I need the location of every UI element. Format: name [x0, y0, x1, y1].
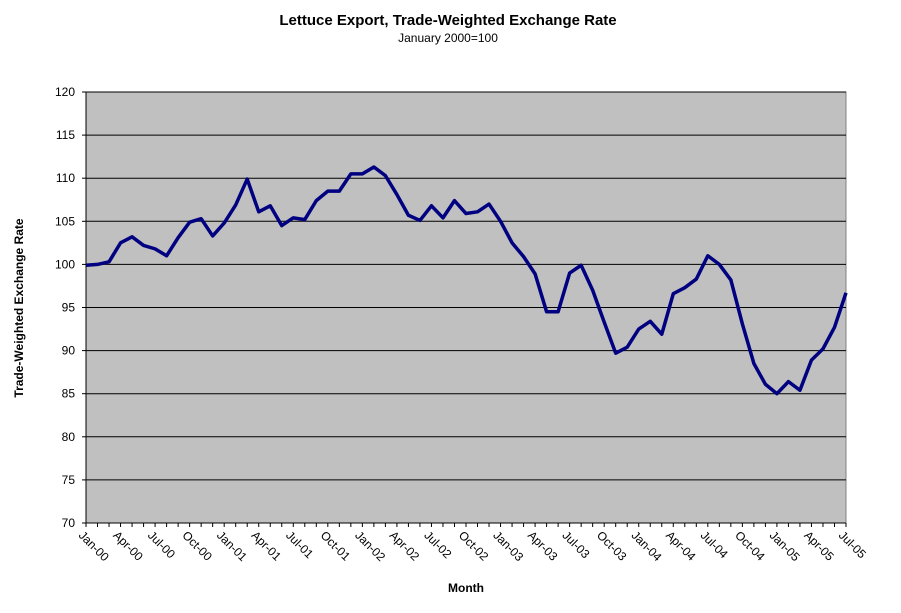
x-tick-label: Apr-02: [387, 528, 423, 564]
x-tick-label: Oct-02: [456, 528, 492, 564]
x-tick-label: Jul-02: [421, 528, 454, 561]
y-tick-label: 95: [62, 301, 76, 315]
y-tick-label: 80: [62, 430, 76, 444]
x-tick-label: Oct-04: [732, 528, 768, 564]
x-tick-label: Jul-04: [698, 528, 731, 561]
x-tick-label: Oct-00: [180, 528, 216, 564]
x-tick-label: Apr-03: [525, 528, 561, 564]
y-tick-label: 100: [55, 257, 75, 271]
y-axis-title: Trade-Weighted Exchange Rate: [12, 218, 26, 397]
y-axis: 70 75 80 85 90 95 100 105 110 115 120: [55, 85, 87, 530]
chart-title: Lettuce Export, Trade-Weighted Exchange …: [279, 12, 616, 29]
y-tick-label: 110: [56, 171, 75, 185]
x-tick-label: Jul-00: [145, 528, 178, 561]
series-layer: [85, 165, 848, 396]
y-tick-label: 85: [62, 387, 76, 401]
x-tick-label: Oct-01: [318, 528, 354, 564]
x-tick-label: Apr-00: [110, 528, 146, 564]
y-tick-label: 120: [55, 85, 75, 99]
x-tick-label: Jul-03: [560, 528, 593, 561]
x-tick-label: Jul-01: [283, 528, 316, 561]
x-tick-label: Jan-05: [767, 528, 803, 564]
x-tick-label: Jan-03: [490, 528, 526, 564]
x-axis-title: Month: [448, 581, 484, 595]
x-tick-label: Oct-03: [594, 528, 630, 564]
x-tick-label: Jan-00: [76, 528, 112, 564]
x-tick-label: Jan-01: [214, 528, 250, 564]
x-tick-label: Apr-01: [249, 528, 285, 564]
series-line: [85, 165, 848, 396]
y-tick-label: 70: [62, 516, 76, 530]
chart-subtitle: January 2000=100: [398, 31, 498, 45]
y-tick-label: 115: [56, 128, 75, 142]
x-tick-label: Apr-04: [663, 528, 699, 564]
x-tick-label: Jan-04: [629, 528, 665, 564]
y-tick-label: 75: [62, 473, 76, 487]
x-tick-label: Jan-02: [352, 528, 388, 564]
y-tick-label: 105: [55, 214, 75, 228]
y-tick-label: 90: [62, 344, 76, 358]
x-tick-label: Apr-05: [801, 528, 837, 564]
x-tick-label: Jul-05: [836, 528, 869, 561]
